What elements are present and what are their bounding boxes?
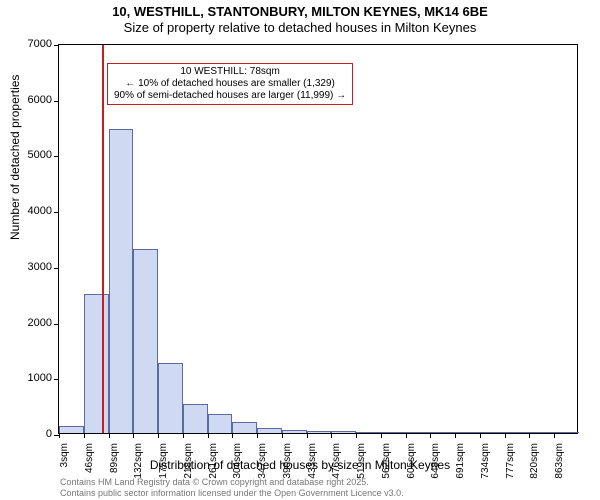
x-tick [554, 433, 555, 438]
x-tick [529, 433, 530, 438]
y-tick-label: 2000 [12, 317, 52, 329]
y-tick-label: 4000 [12, 205, 52, 217]
x-tick [505, 433, 506, 438]
y-tick-label: 3000 [12, 261, 52, 273]
y-tick [54, 379, 59, 380]
x-tick [455, 433, 456, 438]
histogram-bar [480, 432, 505, 433]
y-tick-label: 0 [12, 428, 52, 440]
histogram-bar [133, 249, 158, 433]
x-tick [183, 433, 184, 438]
histogram-bar [257, 428, 282, 433]
histogram-bar [430, 432, 455, 433]
y-tick-label: 5000 [12, 149, 52, 161]
histogram-bar [109, 129, 134, 433]
footnote-line2: Contains public sector information licen… [60, 488, 404, 498]
y-tick [54, 156, 59, 157]
histogram-bar [406, 432, 431, 433]
x-tick [307, 433, 308, 438]
y-tick-label: 6000 [12, 94, 52, 106]
chart-container: 10, WESTHILL, STANTONBURY, MILTON KEYNES… [0, 0, 600, 500]
histogram-bar [455, 432, 480, 433]
histogram-bar [356, 432, 381, 433]
histogram-bar [529, 432, 554, 433]
x-tick [59, 433, 60, 438]
histogram-bar [183, 404, 208, 433]
footnote: Contains HM Land Registry data © Crown c… [60, 477, 404, 498]
title-line2: Size of property relative to detached ho… [0, 20, 600, 36]
histogram-bar [282, 430, 307, 433]
reference-line [102, 45, 104, 433]
x-tick [84, 433, 85, 438]
title-line1: 10, WESTHILL, STANTONBURY, MILTON KEYNES… [0, 4, 600, 20]
x-tick [158, 433, 159, 438]
plot-area: 3sqm46sqm89sqm132sqm175sqm218sqm261sqm30… [58, 44, 578, 434]
x-tick [109, 433, 110, 438]
histogram-bar [232, 422, 257, 433]
x-tick [381, 433, 382, 438]
y-tick-label: 1000 [12, 372, 52, 384]
annotation-box: 10 WESTHILL: 78sqm← 10% of detached hous… [107, 63, 353, 105]
y-tick [54, 268, 59, 269]
x-tick [356, 433, 357, 438]
annotation-line: 90% of semi-detached houses are larger (… [114, 90, 346, 102]
x-tick [133, 433, 134, 438]
x-tick [257, 433, 258, 438]
y-tick [54, 212, 59, 213]
x-tick [430, 433, 431, 438]
annotation-line: 10 WESTHILL: 78sqm [114, 66, 346, 78]
x-axis-label: Distribution of detached houses by size … [0, 458, 600, 472]
y-tick [54, 324, 59, 325]
y-tick [54, 45, 59, 46]
x-tick [331, 433, 332, 438]
histogram-bar [84, 294, 109, 433]
footnote-line1: Contains HM Land Registry data © Crown c… [60, 477, 404, 487]
histogram-bar [59, 426, 84, 433]
x-tick [282, 433, 283, 438]
histogram-bar [331, 431, 356, 433]
y-tick [54, 101, 59, 102]
y-tick-label: 7000 [12, 38, 52, 50]
histogram-bar [208, 414, 233, 434]
x-tick [232, 433, 233, 438]
x-tick [480, 433, 481, 438]
annotation-line: ← 10% of detached houses are smaller (1,… [114, 78, 346, 90]
histogram-bar [505, 432, 530, 433]
x-tick [406, 433, 407, 438]
histogram-bar [307, 431, 332, 433]
chart-area: 3sqm46sqm89sqm132sqm175sqm218sqm261sqm30… [58, 44, 578, 434]
histogram-bar [381, 432, 406, 433]
histogram-bar [554, 432, 579, 433]
histogram-bar [158, 363, 183, 433]
title-block: 10, WESTHILL, STANTONBURY, MILTON KEYNES… [0, 0, 600, 37]
x-tick [208, 433, 209, 438]
